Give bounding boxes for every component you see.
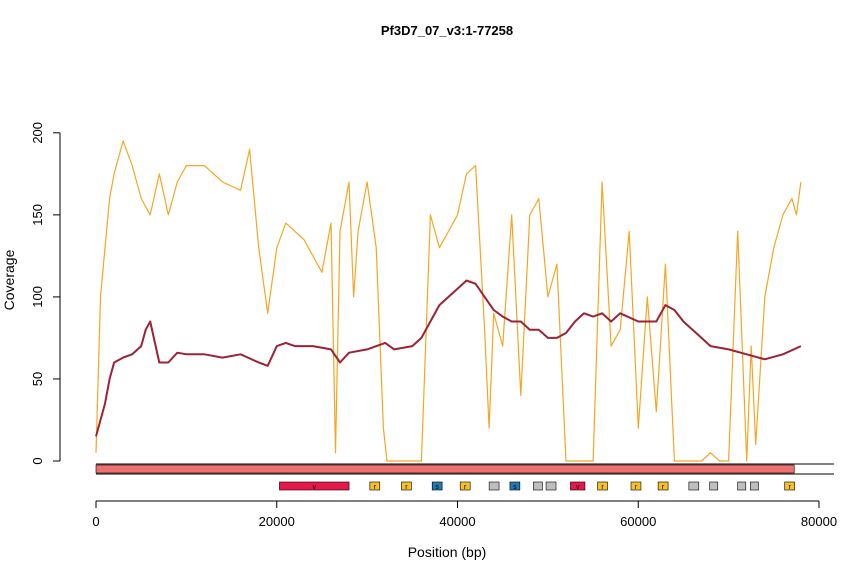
x-axis: 0 20000 40000 60000 80000 <box>92 500 837 529</box>
gene-box <box>369 481 381 491</box>
gene-box <box>709 481 719 491</box>
gene-box <box>279 481 350 491</box>
gene-label: v <box>313 484 317 491</box>
gene-box <box>459 481 471 491</box>
gene-label: r <box>464 484 467 491</box>
y-tick-label: 200 <box>30 122 45 144</box>
x-axis-label: Position (bp) <box>408 544 487 560</box>
gene-box <box>597 481 608 491</box>
gene-box <box>657 481 669 491</box>
chromosome-bar <box>95 464 795 474</box>
x-tick-label: 60000 <box>620 514 656 529</box>
x-tick-label: 0 <box>92 514 99 529</box>
gene-box <box>737 481 747 491</box>
gene-box <box>688 481 700 491</box>
gene-box <box>630 481 642 491</box>
gene-label: r <box>405 484 408 491</box>
series-line-1 <box>95 140 802 462</box>
gene-label: r <box>601 484 604 491</box>
gene-box <box>488 481 500 491</box>
y-axis-label: Coverage <box>1 249 17 310</box>
gene-box <box>401 481 412 491</box>
y-tick-label: 50 <box>30 372 45 386</box>
gene-box <box>431 481 443 491</box>
x-tick-label: 80000 <box>801 514 837 529</box>
gene-label: r <box>374 484 377 491</box>
gene-box <box>509 481 521 491</box>
y-tick-label: 100 <box>30 286 45 308</box>
x-tick-label: 20000 <box>259 514 295 529</box>
series-line-2 <box>95 279 802 437</box>
chart-title: Pf3D7_07_v3:1-77258 <box>381 23 513 38</box>
series-layer <box>95 140 802 462</box>
gene-box <box>570 481 586 491</box>
gene-label: s <box>435 484 439 491</box>
gene-box <box>784 481 795 491</box>
gene-box <box>750 481 759 491</box>
y-tick-label: 0 <box>30 457 45 464</box>
gene-box <box>545 481 557 491</box>
gene-label: v <box>576 484 580 491</box>
gene-label: r <box>635 484 638 491</box>
y-tick-label: 150 <box>30 204 45 226</box>
gene-box <box>533 481 543 491</box>
x-tick-label: 40000 <box>439 514 475 529</box>
gene-label: r <box>662 484 665 491</box>
gene-label: s <box>513 484 517 491</box>
y-axis: 0 50 100 150 200 <box>30 122 61 465</box>
gene-label: r <box>788 484 791 491</box>
